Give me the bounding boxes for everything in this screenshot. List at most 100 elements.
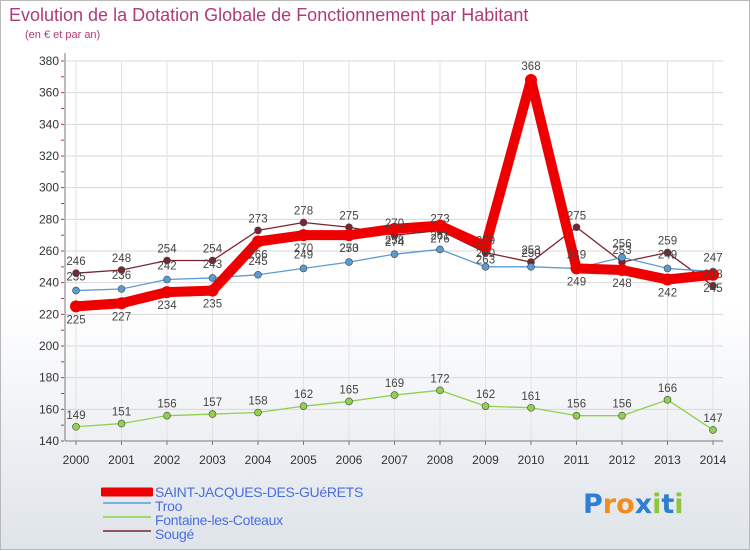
y-tick-label: 340	[39, 117, 59, 131]
data-point	[618, 411, 626, 420]
data-label: 368	[521, 61, 540, 73]
data-label: 247	[703, 253, 722, 265]
data-label: 238	[703, 269, 722, 281]
data-point	[72, 269, 80, 277]
data-point	[436, 386, 444, 395]
data-point	[299, 218, 308, 227]
legend-swatch-souge	[103, 530, 151, 532]
y-tick-label: 260	[39, 244, 59, 258]
chart-subtitle: (en € et par an)	[25, 29, 101, 41]
data-label: 227	[112, 311, 131, 323]
data-point	[572, 223, 581, 232]
data-label: 157	[203, 397, 222, 409]
data-label: 273	[248, 213, 267, 225]
data-point	[163, 411, 171, 420]
data-label: 172	[430, 373, 449, 385]
series	[70, 74, 719, 434]
data-point	[345, 258, 353, 266]
data-point	[436, 245, 444, 254]
data-point	[72, 286, 80, 295]
data-point	[299, 264, 308, 273]
data-label: 235	[203, 299, 222, 311]
y-tick-label: 160	[39, 402, 59, 416]
data-point	[707, 268, 719, 281]
legend-swatch-troo	[103, 502, 151, 504]
data-label: 156	[612, 399, 631, 411]
x-tick-label: 2010	[518, 453, 545, 467]
data-point	[661, 273, 674, 286]
data-label: 248	[112, 253, 131, 265]
x-tick-label: 2007	[381, 453, 408, 467]
data-label: 161	[521, 391, 540, 403]
proxiti-logo: Proxiti	[583, 489, 684, 520]
x-tick-label: 2006	[336, 453, 363, 467]
data-point	[527, 263, 535, 271]
data-label: 270	[385, 218, 404, 230]
data-label: 253	[612, 245, 631, 257]
data-label: 243	[203, 259, 222, 271]
data-label: 275	[567, 210, 586, 222]
chart-title: Evolution de la Dotation Globale de Fonc…	[9, 5, 529, 25]
data-point	[479, 240, 492, 253]
data-label: 250	[476, 248, 495, 260]
logo-letter: x	[634, 489, 653, 520]
x-tick-label: 2014	[700, 453, 727, 467]
grid	[65, 60, 723, 442]
legend-swatch-fontaine	[103, 516, 151, 518]
data-label: 156	[567, 399, 586, 411]
data-point	[618, 253, 626, 262]
data-point	[345, 397, 353, 406]
data-label: 166	[658, 383, 677, 395]
data-point	[616, 264, 628, 276]
data-point	[208, 274, 217, 282]
logo-letter: P	[583, 489, 603, 520]
data-point	[709, 426, 717, 434]
data-label: 266	[248, 250, 267, 262]
data-label: 249	[567, 249, 586, 261]
legend-label-saint-jacques: SAINT-JACQUES-DES-GUéRETS	[155, 484, 363, 500]
data-label: 275	[339, 210, 358, 222]
data-label: 235	[66, 272, 85, 284]
data-point	[299, 402, 308, 410]
data-point	[72, 422, 80, 431]
data-label: 254	[203, 244, 223, 256]
data-label: 234	[157, 300, 177, 312]
data-labels: 225 227 234 235 266 270 270 274 276 263 368 249 248 2…	[66, 61, 722, 425]
data-label: 253	[521, 245, 540, 257]
data-label: 156	[157, 399, 176, 411]
data-label: 249	[658, 249, 677, 261]
x-tick-label: 2004	[245, 453, 272, 467]
data-point	[117, 266, 126, 274]
x-tick-label: 2003	[199, 453, 226, 467]
data-point	[163, 275, 171, 284]
data-label: 270	[294, 243, 313, 255]
logo-letter: i	[674, 489, 684, 520]
logo-letter: o	[616, 489, 635, 520]
data-point	[117, 419, 126, 428]
data-point	[208, 256, 217, 265]
data-point	[434, 219, 446, 232]
x-tick-label: 2012	[609, 453, 636, 467]
y-tick-label: 180	[39, 371, 59, 385]
data-label: 169	[385, 378, 404, 390]
data-point	[117, 285, 126, 293]
data-point	[709, 282, 717, 290]
data-label: 261	[430, 230, 449, 242]
legend-swatch-saint-jacques	[101, 487, 153, 497]
data-label: 158	[248, 396, 267, 408]
data-label: 162	[476, 389, 495, 401]
data-point	[390, 250, 399, 258]
x-tick-label: 2011	[564, 453, 590, 467]
data-point	[390, 391, 399, 399]
y-tick-label: 280	[39, 212, 59, 226]
data-label: 245	[248, 256, 267, 268]
data-label: 253	[339, 243, 358, 255]
logo-letter: t	[661, 489, 675, 520]
data-point	[343, 229, 355, 242]
data-label: 258	[385, 235, 404, 247]
data-point	[208, 410, 217, 418]
data-label: 270	[339, 243, 358, 255]
legend-label-souge: Sougé	[155, 526, 194, 542]
